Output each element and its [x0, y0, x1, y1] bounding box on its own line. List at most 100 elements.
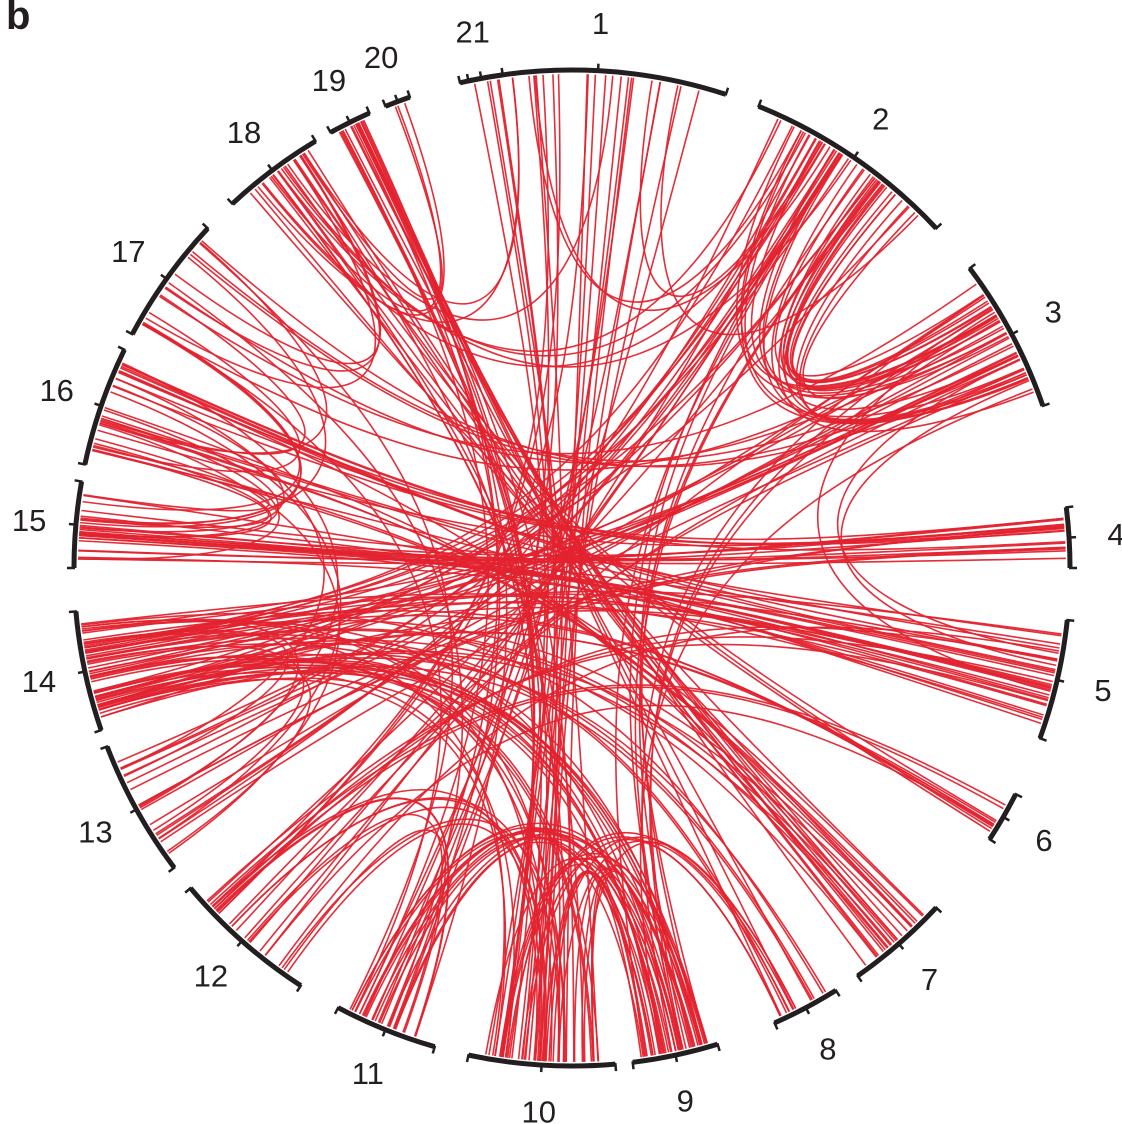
link-13-2	[158, 118, 779, 840]
segment-tick	[716, 1042, 721, 1052]
link-16-17	[92, 311, 301, 473]
link-11-9	[394, 837, 681, 1051]
segment-label-11: 11	[352, 1056, 384, 1091]
link-5-12	[211, 636, 1053, 907]
link-4-13	[160, 526, 1065, 843]
link-19-10	[361, 120, 575, 1063]
link-21-10	[489, 80, 599, 1062]
segment-tick	[988, 837, 997, 845]
segment-tick	[897, 942, 905, 950]
segment-tick	[125, 329, 134, 336]
segment-tick	[68, 522, 78, 526]
segment-tick	[167, 866, 176, 873]
segment-tick	[310, 134, 318, 143]
link-10-14	[93, 663, 600, 1062]
segment-label-10: 10	[521, 1094, 555, 1124]
segment-label-6: 6	[1035, 823, 1052, 858]
segment-label-5: 5	[1094, 673, 1111, 708]
segment-tick	[1055, 678, 1065, 683]
link-16-17	[100, 294, 306, 455]
segment-tick	[674, 1053, 679, 1063]
segment-tick	[184, 886, 193, 894]
link-7-18	[254, 188, 913, 927]
segment-label-18: 18	[227, 115, 261, 150]
link-5-14	[81, 592, 1049, 701]
link-1-18	[286, 75, 614, 321]
link-5-12	[278, 626, 1060, 967]
link-5-15	[79, 524, 1061, 645]
segment-tick	[94, 728, 103, 734]
link-14-13	[89, 656, 312, 852]
link-1-18	[257, 77, 520, 323]
link-7-18	[303, 152, 886, 951]
segment-label-13: 13	[78, 815, 112, 850]
link-19-10	[340, 131, 535, 1058]
segment-tick	[381, 99, 387, 108]
link-18-2	[280, 132, 807, 357]
link-18-20	[301, 106, 443, 300]
link-5-14	[82, 595, 1050, 696]
segment-tick	[1038, 736, 1047, 742]
segment-arc-16	[82, 348, 127, 465]
link-6-18	[284, 165, 993, 830]
links-layer	[78, 74, 1066, 1063]
link-15-16	[79, 409, 279, 538]
segment-tick	[631, 1061, 635, 1070]
link-1-2	[534, 75, 831, 312]
link-2-3	[782, 180, 984, 377]
link-9-14	[97, 671, 653, 1056]
segment-tick	[834, 988, 841, 997]
link-11-12	[246, 813, 443, 1033]
link-3-5	[816, 311, 1051, 693]
link-21-10	[473, 83, 546, 1057]
segment-tick	[934, 222, 943, 230]
segment-label-14: 14	[22, 664, 56, 699]
link-8-14	[86, 637, 790, 1013]
segment-tick	[117, 345, 126, 352]
link-1-10	[565, 77, 633, 1062]
link-2-3	[787, 186, 992, 384]
link-21-10	[486, 81, 549, 1057]
segment-tick	[1014, 792, 1023, 799]
link-8-10	[557, 840, 791, 1062]
segment-tick	[365, 106, 371, 115]
link-2-9	[634, 179, 879, 1050]
segment-tick	[68, 610, 78, 614]
link-3-5	[840, 379, 1057, 667]
link-8-19	[357, 122, 795, 1010]
link-2-3	[802, 211, 1007, 400]
link-14-13	[83, 630, 289, 778]
segment-tick	[1066, 618, 1075, 623]
segment-label-1: 1	[592, 6, 609, 41]
segment-tick	[852, 151, 860, 160]
link-19-11	[342, 129, 489, 1015]
link-7-16	[99, 422, 924, 917]
link-3-17	[201, 240, 1025, 468]
link-5-15	[78, 556, 1048, 706]
segment-tick	[74, 479, 83, 483]
segment-tick	[333, 1006, 340, 1015]
link-5-15	[79, 528, 1055, 674]
segment-tick	[724, 87, 730, 96]
link-13-16	[110, 391, 342, 840]
segment-label-9: 9	[677, 1084, 694, 1119]
link-11-12	[283, 829, 447, 1033]
link-3-5	[836, 358, 1059, 655]
link-2-3	[750, 140, 1001, 390]
link-6-12	[209, 684, 1006, 906]
link-3-13	[149, 368, 1025, 826]
segment-label-19: 19	[312, 63, 346, 98]
link-6-12	[264, 704, 994, 956]
segment-tick	[773, 1021, 779, 1030]
link-13-2	[117, 148, 835, 763]
segment-tick	[295, 984, 303, 993]
link-12-3	[228, 372, 1027, 925]
link-7-19	[350, 125, 895, 943]
segment-tick	[457, 75, 462, 85]
link-9-14	[95, 664, 703, 1045]
link-9-14	[93, 658, 702, 1046]
link-13-16	[98, 424, 341, 854]
link-14-2	[84, 158, 850, 651]
